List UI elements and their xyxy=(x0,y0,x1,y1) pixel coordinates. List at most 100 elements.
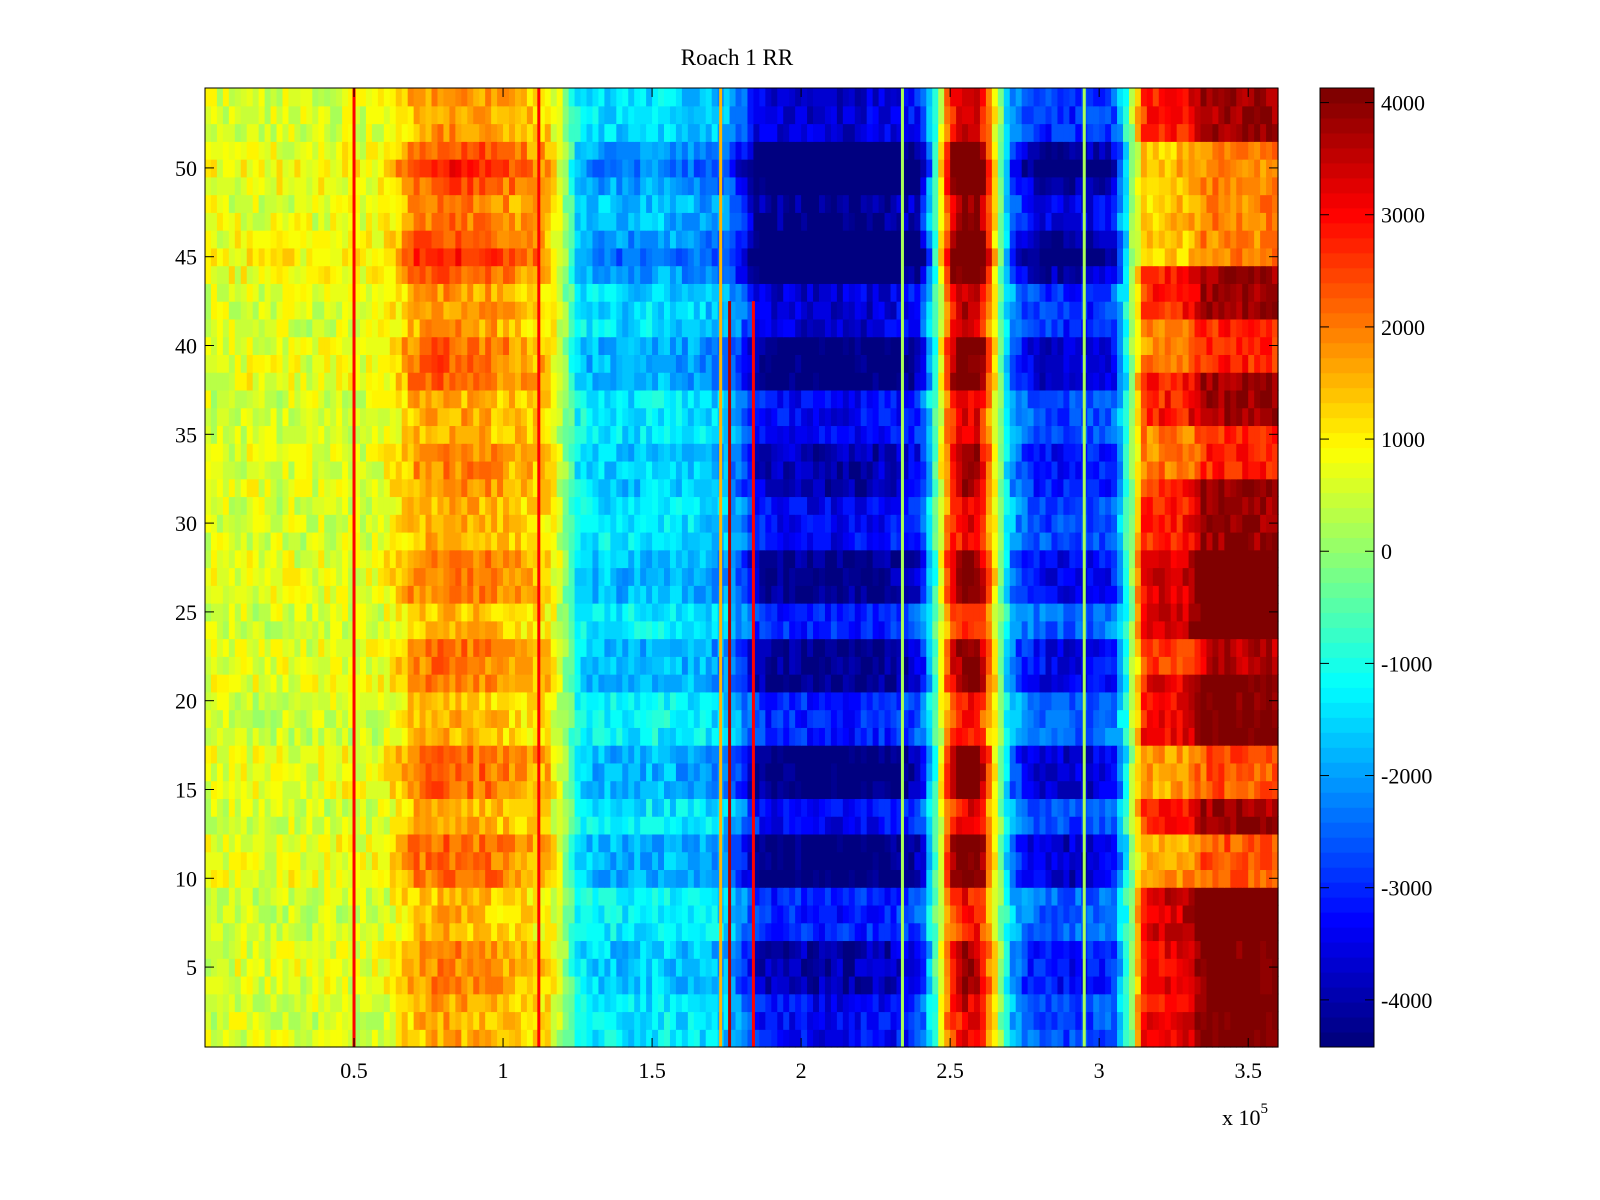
heatmap-cell xyxy=(944,1029,951,1048)
heatmap-cell xyxy=(318,656,325,675)
heatmap-cell xyxy=(878,567,886,586)
heatmap-cell xyxy=(276,975,284,995)
heatmap-cell xyxy=(687,745,695,764)
heatmap-cell xyxy=(514,958,522,977)
heatmap-cell xyxy=(920,922,927,942)
heatmap-cell xyxy=(509,674,516,693)
heatmap-cell xyxy=(824,851,832,871)
heatmap-cell xyxy=(920,585,927,604)
heatmap-cell xyxy=(395,958,403,977)
heatmap-cell xyxy=(228,798,236,817)
heatmap-cell xyxy=(1260,1011,1267,1030)
heatmap-cell xyxy=(264,851,272,871)
heatmap-cell xyxy=(1087,887,1094,906)
heatmap-cell xyxy=(1188,691,1196,711)
heatmap-cell xyxy=(592,958,600,977)
heatmap-cell xyxy=(687,567,695,586)
heatmap-cell xyxy=(1123,656,1130,675)
heatmap-cell xyxy=(473,656,480,675)
heatmap-cell xyxy=(771,869,778,888)
heatmap-cell xyxy=(491,869,498,888)
heatmap-cell xyxy=(1009,745,1017,764)
heatmap-cell xyxy=(735,993,743,1013)
heatmap-cell xyxy=(574,1029,582,1048)
heatmap-cell xyxy=(872,887,880,906)
heatmap-cell xyxy=(1164,603,1172,622)
heatmap-cell xyxy=(896,869,904,888)
heatmap-cell xyxy=(1003,620,1011,640)
heatmap-cell xyxy=(449,993,456,1013)
heatmap-cell xyxy=(1111,798,1118,817)
heatmap-cell xyxy=(985,851,993,871)
heatmap-cell xyxy=(330,674,337,693)
heatmap-cell xyxy=(932,1029,939,1048)
heatmap-cell xyxy=(312,798,319,817)
heatmap-cell xyxy=(276,727,284,746)
heatmap-cell xyxy=(407,585,415,604)
heatmap-cell xyxy=(640,620,647,640)
heatmap-cell xyxy=(526,638,534,657)
heatmap-cell xyxy=(1117,940,1124,959)
heatmap-cell xyxy=(467,603,474,622)
heatmap-cell xyxy=(687,656,695,675)
heatmap-cell xyxy=(1057,869,1064,888)
heatmap-cell xyxy=(538,567,546,586)
heatmap-cell xyxy=(425,745,433,764)
heatmap-cell xyxy=(252,620,260,640)
heatmap-cell xyxy=(205,638,212,657)
heatmap-cell xyxy=(568,745,576,764)
heatmap-cell xyxy=(586,993,594,1013)
heatmap-cell xyxy=(1123,674,1130,693)
heatmap-cell xyxy=(497,762,504,782)
heatmap-cell xyxy=(973,709,981,728)
heatmap-cell xyxy=(1045,1011,1053,1030)
heatmap-cell xyxy=(365,567,373,586)
heatmap-cell xyxy=(336,833,343,853)
heatmap-cell xyxy=(1242,780,1249,799)
heatmap-cell xyxy=(735,922,743,942)
heatmap-cell xyxy=(1069,638,1076,657)
heatmap-cell xyxy=(520,816,528,835)
heatmap-cell xyxy=(443,709,451,728)
heatmap-cell xyxy=(1170,887,1178,906)
heatmap-cell xyxy=(968,1011,975,1030)
heatmap-cell xyxy=(1230,691,1237,711)
heatmap-cell xyxy=(1188,603,1196,622)
heatmap-cell xyxy=(723,940,731,959)
heatmap-cell xyxy=(890,1011,898,1030)
heatmap-cell xyxy=(1224,975,1231,995)
heatmap-cell xyxy=(205,1011,212,1030)
heatmap-cell xyxy=(1146,798,1154,817)
heatmap-cell xyxy=(514,603,522,622)
heatmap-cell xyxy=(240,958,248,977)
heatmap-cell xyxy=(359,1029,367,1048)
heatmap-cell xyxy=(1194,709,1202,728)
heatmap-cell xyxy=(1176,620,1184,640)
heatmap-cell xyxy=(634,691,641,711)
heatmap-cell xyxy=(437,780,445,799)
heatmap-cell xyxy=(306,798,313,817)
heatmap-cell xyxy=(228,549,236,569)
heatmap-cell xyxy=(836,620,844,640)
heatmap-cell xyxy=(801,567,808,586)
heatmap-cell xyxy=(878,638,886,657)
heatmap-cell xyxy=(908,816,915,835)
heatmap-cell xyxy=(1027,1029,1035,1048)
heatmap-cell xyxy=(985,549,993,569)
heatmap-cell xyxy=(914,851,921,871)
heatmap-cell xyxy=(556,975,564,995)
heatmap-cell xyxy=(610,745,617,764)
heatmap-cell xyxy=(681,603,689,622)
heatmap-cell xyxy=(514,798,522,817)
heatmap-cell xyxy=(514,922,522,942)
heatmap-cell xyxy=(1063,727,1070,746)
heatmap-cell xyxy=(801,904,808,924)
heatmap-cell xyxy=(646,638,653,657)
heatmap-cell xyxy=(664,922,671,942)
heatmap-cell xyxy=(1158,762,1166,782)
heatmap-cell xyxy=(503,549,510,569)
heatmap-cell xyxy=(1200,745,1208,764)
heatmap-cell xyxy=(270,798,278,817)
heatmap-cell xyxy=(461,940,468,959)
heatmap-cell xyxy=(1117,975,1124,995)
